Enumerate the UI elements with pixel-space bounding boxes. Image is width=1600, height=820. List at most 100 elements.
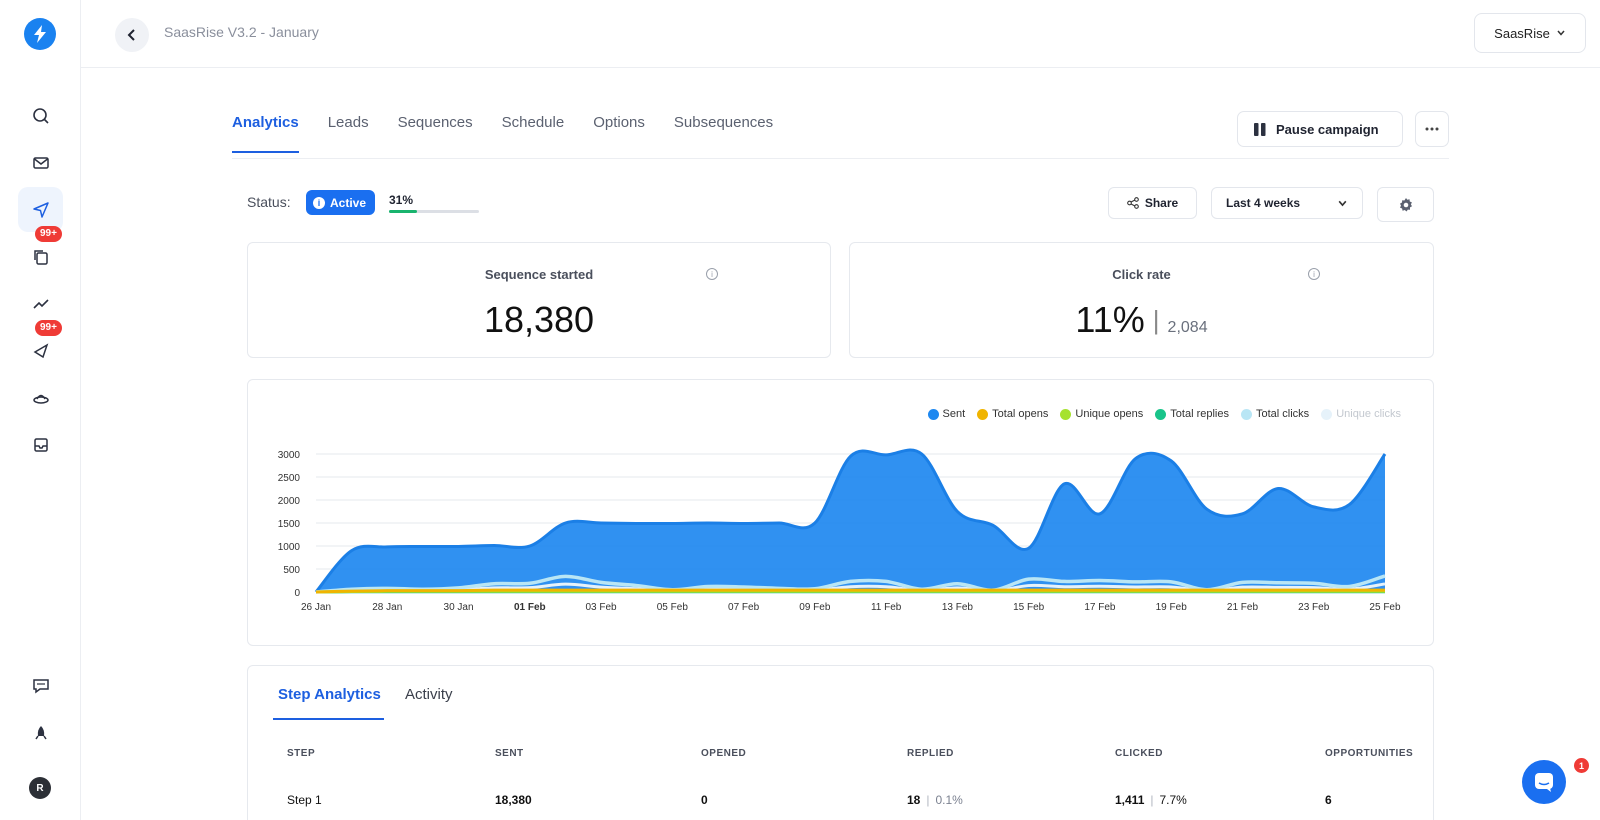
feedback-icon[interactable] <box>18 663 63 708</box>
table-cell-opportunities: 6 <box>1325 793 1332 807</box>
top-bar: SaasRise V3.2 - January SaasRise <box>81 0 1600 68</box>
y-tick-label: 2000 <box>278 496 301 507</box>
x-tick-label: 13 Feb <box>942 602 974 613</box>
legend-label: Total clicks <box>1256 408 1310 420</box>
table-cell-replied: 18 | 0.1% <box>907 793 963 807</box>
replied-count: 18 <box>907 793 921 807</box>
pause-campaign-button[interactable]: Pause campaign <box>1237 111 1403 147</box>
separator: | <box>1150 793 1154 807</box>
mail-icon[interactable] <box>18 140 63 185</box>
table-cell-clicked: 1,411 | 7.7% <box>1115 793 1187 807</box>
legend-dot <box>1241 408 1252 420</box>
sequence-chart: 0 500 1000 1500 2000 2500 3000 26 Jan 28 Jan 30 J… <box>278 448 1401 613</box>
x-tick-label: 21 Feb <box>1227 602 1259 613</box>
sidebar: 99+ 99+ R <box>0 0 81 820</box>
share-icon <box>1126 197 1139 209</box>
legend-label: Total opens <box>992 408 1049 420</box>
tab-analytics[interactable]: Analytics <box>232 114 299 153</box>
search-icon[interactable] <box>18 93 63 138</box>
legend-item[interactable]: Unique clicks <box>1321 408 1401 420</box>
x-tick-label: 07 Feb <box>728 602 760 613</box>
legend-dot <box>927 408 939 420</box>
legend-item[interactable]: Sent <box>927 408 965 420</box>
column-header-opportunities: OPPORTUNITIES <box>1325 748 1414 759</box>
legend-dot <box>1060 408 1072 420</box>
more-options-button[interactable] <box>1415 111 1449 147</box>
table-cell-step[interactable]: Step 1 <box>287 793 322 807</box>
x-tick-label: 09 Feb <box>799 602 831 613</box>
tab-sequences[interactable]: Sequences <box>397 114 473 131</box>
status-value: Active <box>330 195 367 210</box>
x-tick-label: 05 Feb <box>657 602 689 613</box>
series-line-sent <box>314 448 1387 593</box>
legend-item[interactable]: Unique opens <box>1060 408 1143 420</box>
chevron-down-icon <box>1557 30 1565 36</box>
chart-settings-button[interactable] <box>1377 187 1434 222</box>
column-header-sent: SENT <box>495 748 524 759</box>
date-range-select[interactable]: Last 4 weeks <box>1211 187 1363 219</box>
separator: | <box>926 793 930 807</box>
legend-item[interactable]: Total clicks <box>1241 408 1309 420</box>
info-icon[interactable]: i <box>1308 268 1320 280</box>
tab-activity[interactable]: Activity <box>405 686 453 703</box>
stat-title: Sequence started <box>484 267 594 282</box>
legend-dot <box>1321 408 1333 420</box>
x-tick-label: 26 Jan <box>301 602 331 613</box>
y-tick-label: 3000 <box>278 450 301 461</box>
column-header-clicked: CLICKED <box>1115 748 1163 759</box>
column-header-opened: OPENED <box>701 748 747 759</box>
chart-card: Sent Total opens Unique opens Total replies… <box>247 379 1434 646</box>
replied-percent: 0.1% <box>935 793 963 807</box>
inbox-icon[interactable] <box>18 422 63 467</box>
chat-icon <box>1535 773 1553 792</box>
notification-badge: 99+ <box>35 226 62 242</box>
tab-underline <box>273 718 384 720</box>
pause-icon <box>1254 122 1266 136</box>
chevron-left-icon <box>127 29 135 41</box>
tab-step-analytics[interactable]: Step Analytics <box>278 686 381 703</box>
more-horizontal-icon <box>1425 127 1439 131</box>
clicked-percent: 7.7% <box>1159 793 1187 807</box>
copy-icon[interactable]: 99+ <box>18 226 63 279</box>
table-cell-opened: 0 <box>701 793 708 807</box>
y-tick-label: 1000 <box>278 542 301 553</box>
analytics-trend-icon[interactable] <box>18 281 63 326</box>
campaigns-send-icon[interactable] <box>18 187 63 232</box>
legend-label: Total replies <box>1170 408 1229 420</box>
info-icon[interactable]: i <box>706 268 718 280</box>
chevron-down-icon <box>1338 200 1347 206</box>
tab-leads[interactable]: Leads <box>327 114 369 131</box>
legend-label: Unique opens <box>1075 408 1144 420</box>
unibox-icon[interactable]: 99+ <box>18 320 63 373</box>
campaign-tabs: Analytics Leads Sequences Schedule Optio… <box>232 114 802 153</box>
support-chat-button[interactable] <box>1522 760 1566 804</box>
tab-subsequences[interactable]: Subsequences <box>673 114 774 131</box>
tabs-divider <box>232 158 1449 159</box>
column-header-replied: REPLIED <box>907 748 954 759</box>
workspace-label: SaasRise <box>1494 25 1550 41</box>
legend-dot <box>977 408 989 420</box>
x-tick-label: 01 Feb <box>514 602 546 613</box>
legend-item[interactable]: Total replies <box>1155 408 1229 420</box>
clicked-count: 1,411 <box>1115 793 1145 807</box>
back-button[interactable] <box>115 18 149 52</box>
stat-title: Click rate <box>1112 267 1171 282</box>
info-icon: i <box>313 196 325 209</box>
ufo-icon[interactable] <box>18 375 63 420</box>
share-button[interactable]: Share <box>1108 187 1197 219</box>
stat-card-sequence-started: Sequence started i 18,380 <box>247 242 831 358</box>
stat-sub-value: 2,084 <box>1167 319 1208 336</box>
legend-label: Unique clicks <box>1336 408 1401 420</box>
avatar[interactable]: R <box>29 777 51 799</box>
tab-options[interactable]: Options <box>593 114 645 131</box>
pause-campaign-label: Pause campaign <box>1276 121 1379 137</box>
y-tick-label: 0 <box>294 588 300 599</box>
workspace-selector[interactable]: SaasRise <box>1474 13 1586 53</box>
tab-schedule[interactable]: Schedule <box>501 114 565 131</box>
rocket-icon[interactable] <box>18 710 63 755</box>
status-label: Status: <box>247 194 291 210</box>
brand-logo-icon[interactable] <box>24 18 56 50</box>
progress-percent: 31% <box>389 193 414 207</box>
legend-item[interactable]: Total opens <box>977 408 1048 420</box>
x-tick-label: 11 Feb <box>871 602 902 613</box>
